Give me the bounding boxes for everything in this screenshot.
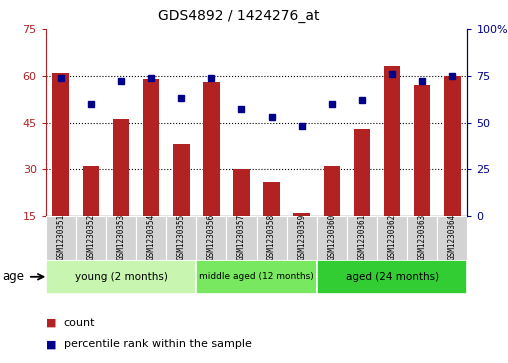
Text: GSM1230363: GSM1230363: [418, 214, 427, 260]
Bar: [317, 216, 347, 260]
Bar: [106, 216, 136, 260]
Bar: [143, 79, 160, 216]
Bar: [377, 216, 407, 260]
Bar: [437, 216, 467, 260]
Text: ■: ■: [46, 339, 56, 350]
Text: GSM1230356: GSM1230356: [207, 214, 216, 260]
Bar: [227, 216, 257, 260]
Text: age: age: [3, 270, 24, 283]
Bar: [46, 260, 196, 294]
Text: GSM1230351: GSM1230351: [56, 214, 66, 260]
Bar: [166, 216, 196, 260]
Text: aged (24 months): aged (24 months): [345, 272, 438, 282]
Text: GSM1230361: GSM1230361: [358, 214, 366, 260]
Bar: [203, 82, 219, 216]
Text: GSM1230357: GSM1230357: [237, 214, 246, 260]
Bar: [407, 216, 437, 260]
Bar: [347, 216, 377, 260]
Text: young (2 months): young (2 months): [75, 272, 168, 282]
Text: GSM1230362: GSM1230362: [388, 214, 397, 260]
Text: count: count: [64, 318, 95, 328]
Text: GSM1230360: GSM1230360: [327, 214, 336, 260]
Bar: [294, 213, 310, 216]
Bar: [136, 216, 166, 260]
Text: ■: ■: [46, 318, 56, 328]
Bar: [46, 216, 76, 260]
Bar: [257, 216, 287, 260]
Text: GSM1230354: GSM1230354: [147, 214, 155, 260]
Text: GSM1230359: GSM1230359: [297, 214, 306, 260]
Bar: [196, 260, 317, 294]
Bar: [233, 169, 250, 216]
Text: middle aged (12 months): middle aged (12 months): [199, 272, 314, 281]
Bar: [263, 182, 280, 216]
Bar: [444, 76, 461, 216]
Text: GDS4892 / 1424276_at: GDS4892 / 1424276_at: [158, 9, 320, 23]
Bar: [173, 144, 189, 216]
Text: GSM1230358: GSM1230358: [267, 214, 276, 260]
Text: GSM1230352: GSM1230352: [86, 214, 96, 260]
Text: percentile rank within the sample: percentile rank within the sample: [64, 339, 251, 350]
Bar: [83, 166, 99, 216]
Bar: [384, 66, 400, 216]
Bar: [354, 129, 370, 216]
Bar: [287, 216, 317, 260]
Bar: [414, 85, 430, 216]
Text: GSM1230364: GSM1230364: [448, 214, 457, 260]
Bar: [52, 73, 69, 216]
Bar: [76, 216, 106, 260]
Bar: [317, 260, 467, 294]
Bar: [324, 166, 340, 216]
Text: GSM1230355: GSM1230355: [177, 214, 186, 260]
Text: GSM1230353: GSM1230353: [116, 214, 125, 260]
Bar: [113, 119, 130, 216]
Bar: [196, 216, 227, 260]
